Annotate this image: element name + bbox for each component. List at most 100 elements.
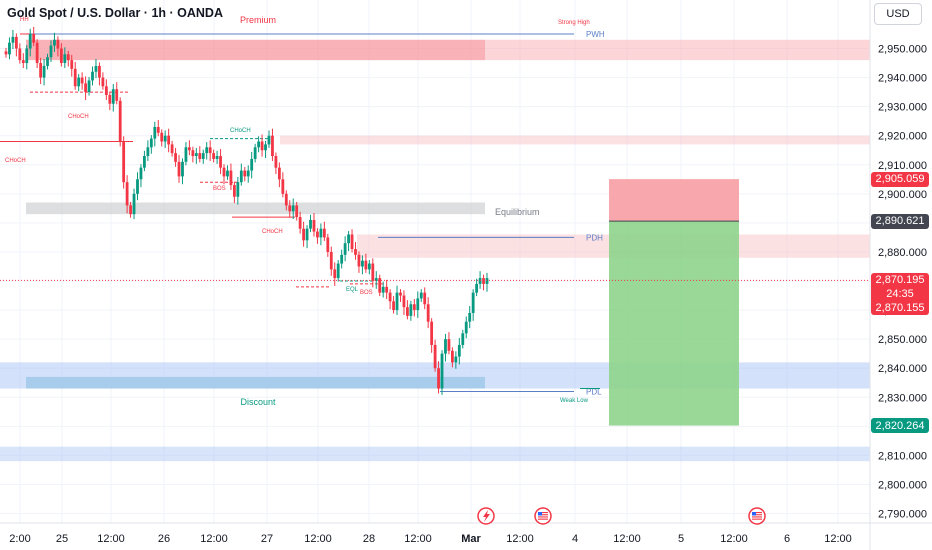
candle-body [350, 234, 354, 250]
candle-body [402, 295, 406, 308]
candle-body [14, 36, 18, 49]
candle-body [177, 161, 181, 177]
candle-body [361, 260, 364, 267]
candle-body [8, 42, 11, 55]
candle-body [468, 312, 472, 322]
time-axis-label: 12:00 [824, 533, 852, 545]
candle-body [66, 54, 70, 61]
candle-body [53, 39, 56, 46]
candle-body [21, 60, 25, 64]
candle-body [149, 138, 153, 148]
candle-body [291, 205, 295, 212]
candle-body [284, 193, 288, 206]
candle-body [160, 132, 164, 142]
candle-body [312, 219, 316, 232]
candle-body [326, 237, 330, 252]
candle-body [188, 147, 191, 151]
time-axis-label: 2:00 [9, 533, 30, 545]
candle-body [184, 147, 188, 162]
price-axis-label: 2,840.000 [878, 363, 927, 375]
candle-body [264, 144, 267, 151]
position-profit-zone [609, 221, 739, 426]
candle-body [433, 344, 437, 369]
price-axis-label: 2,800.000 [878, 479, 927, 491]
candle-body [108, 95, 112, 104]
candle-body [444, 339, 447, 354]
candle-body [437, 368, 440, 389]
candle-body [426, 304, 430, 322]
price-axis-label: 2,920.000 [878, 131, 927, 143]
candle-body [471, 292, 475, 313]
candle-body [295, 205, 299, 218]
candle-body [170, 144, 174, 154]
time-axis-label: 25 [56, 533, 68, 545]
candle-body [271, 135, 274, 157]
candle-body [260, 141, 264, 151]
candle-body [101, 77, 105, 87]
candle-body [274, 156, 278, 168]
price-axis-label: 2,910.000 [878, 160, 927, 172]
chart-title: Gold Spot / U.S. Dollar · 1h · OANDA [7, 6, 223, 20]
candle-body [201, 153, 205, 159]
candle-body [205, 147, 209, 154]
candle-body [281, 179, 285, 194]
price-axis-label: 2,930.000 [878, 102, 927, 114]
candle-body [406, 307, 409, 316]
candle-body [146, 147, 150, 157]
candle-body [104, 86, 108, 95]
level-label-pwh: PWH [586, 30, 605, 39]
label-weak-low: Weak Low [560, 398, 589, 404]
candle-body [163, 135, 167, 142]
us-flag-event-icon [748, 507, 766, 525]
candle-body [381, 286, 385, 293]
structure-label: EQL [346, 287, 359, 293]
candle-body [94, 65, 98, 72]
candle-body [84, 83, 87, 93]
currency-button[interactable]: USD [874, 3, 922, 25]
candle-body [419, 292, 423, 299]
candle-body [80, 77, 84, 84]
candle-body [49, 45, 53, 58]
candle-body [367, 263, 371, 270]
structure-label: CHoCH [5, 158, 26, 164]
time-axis-label: 12:00 [304, 533, 332, 545]
candle-body [412, 304, 416, 311]
price-axis-label: 2,880.000 [878, 247, 927, 259]
candle-body [409, 304, 413, 316]
time-axis-label: 12:00 [613, 533, 641, 545]
candle-body [215, 156, 219, 159]
zone-label-discount: Discount [240, 397, 276, 407]
candle-body [236, 182, 240, 197]
time-axis-label: 27 [261, 533, 273, 545]
position-loss-zone [609, 179, 739, 222]
last-price-value: 2,870.195 [875, 274, 925, 287]
structure-label: CHoCH [230, 128, 251, 134]
label-strong-high: Strong High [558, 20, 590, 26]
candle-body [226, 170, 229, 177]
candle-body [485, 278, 489, 284]
candle-body [277, 167, 281, 180]
candle-body [253, 147, 257, 159]
level-label-pdh: PDH [586, 233, 603, 242]
candle-body [378, 278, 382, 293]
zone-premium-inner [26, 39, 485, 61]
candle-body [18, 48, 22, 61]
candle-body [46, 57, 49, 66]
bid-price-value: 2,870.155 [875, 302, 925, 315]
time-axis-label: 28 [363, 533, 375, 545]
structure-label: HH [20, 17, 29, 23]
candle-body [229, 170, 233, 186]
candle-body [11, 36, 15, 43]
candle-body [374, 278, 378, 281]
zone-label-equilibrium: Equilibrium [495, 207, 540, 217]
us-flag-event-icon [534, 507, 552, 525]
candle-body [423, 292, 427, 305]
price-axis-label: 2,950.000 [878, 44, 927, 56]
candle-body [129, 205, 132, 215]
candle-body [115, 89, 119, 101]
candle-body [475, 283, 479, 293]
candle-body [70, 60, 74, 69]
candle-body [32, 33, 36, 43]
candle-body [139, 167, 143, 180]
